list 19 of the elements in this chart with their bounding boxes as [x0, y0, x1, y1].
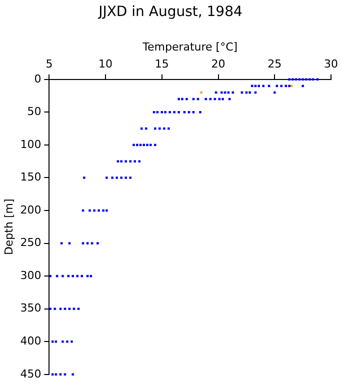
y-axis-title: Depth [m]: [2, 198, 16, 256]
x-tick-label: 15: [154, 58, 169, 71]
y-tick-label: 150: [20, 170, 42, 184]
y-tick-label: 300: [20, 268, 42, 282]
y-tick-label: 100: [20, 138, 42, 151]
x-tick-label: 25: [268, 58, 282, 71]
y-tick-label: 450: [20, 367, 42, 380]
x-tick-label: 30: [324, 58, 338, 71]
y-tick-label: 350: [20, 302, 42, 315]
y-tick-label: 200: [20, 203, 42, 216]
x-tick-label: 20: [211, 58, 226, 71]
y-tick-label: 0: [34, 72, 42, 86]
y-tick-label: 400: [20, 334, 42, 348]
y-tick-label: 50: [27, 105, 42, 118]
chart-title: JJXD in August, 1984: [96, 4, 244, 20]
x-tick-label: 10: [98, 58, 113, 71]
y-tick-label: 250: [20, 236, 42, 250]
x-tick-label: 5: [46, 58, 53, 71]
x-axis-title: Temperature [°C]: [142, 40, 238, 54]
